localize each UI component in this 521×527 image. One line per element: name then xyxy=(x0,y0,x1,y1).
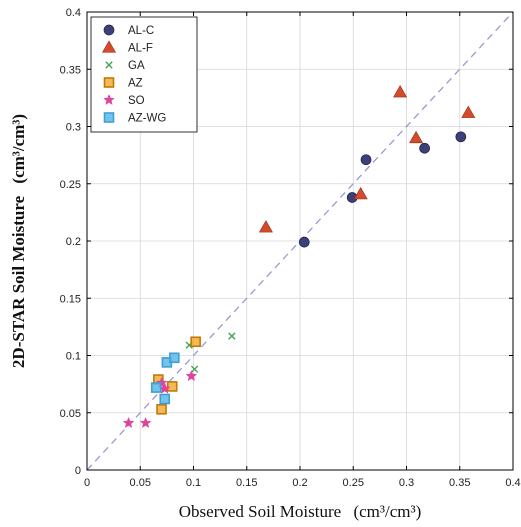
legend-item: AL-F xyxy=(101,40,153,55)
data-point xyxy=(159,393,171,405)
data-point xyxy=(190,336,201,348)
x-axis-title: Observed Soil Moisture (cm³/cm³) xyxy=(179,502,421,521)
legend-marker xyxy=(103,93,115,105)
y-tick-label: 0.25 xyxy=(60,179,81,191)
y-tick-label: 0.35 xyxy=(60,64,81,76)
y-tick-label: 0.2 xyxy=(66,236,81,248)
x-tick-label: 0.2 xyxy=(292,477,307,489)
x-tick-label: 0.4 xyxy=(505,477,520,489)
data-point xyxy=(455,131,467,143)
legend-item: GA xyxy=(105,60,145,72)
data-point xyxy=(419,142,430,154)
data-point xyxy=(461,105,476,118)
series-ga xyxy=(185,332,236,373)
legend: AL-C AL-F GA AZ SO AZ-WG xyxy=(90,16,198,133)
legend-item: AZ-WG xyxy=(103,112,166,125)
data-point xyxy=(155,376,168,388)
series-az-wg xyxy=(150,352,180,405)
legend-label: SO xyxy=(128,95,145,107)
data-point xyxy=(185,369,198,382)
x-tick-label: 0.25 xyxy=(343,477,364,489)
data-point xyxy=(258,220,273,233)
x-tick-label: 0.3 xyxy=(399,477,414,489)
x-axis-unit: (cm³/cm³) xyxy=(353,502,421,521)
data-points xyxy=(122,85,476,429)
x-tick-label: 0 xyxy=(84,477,90,489)
series-so xyxy=(122,369,198,429)
y-axis-title: 2D-STAR Soil Moisture (cm³/cm³) xyxy=(9,114,28,368)
series-az xyxy=(153,336,201,415)
legend-label: AZ-WG xyxy=(128,113,166,125)
data-point xyxy=(122,416,135,429)
legend-item: SO xyxy=(103,93,145,107)
legend-marker xyxy=(103,24,115,36)
legend-item: AL-C xyxy=(103,24,154,37)
y-tick-label: 0.4 xyxy=(66,7,81,19)
x-tick-label: 0.35 xyxy=(449,477,470,489)
legend-label: AZ xyxy=(128,78,143,90)
data-point xyxy=(409,130,424,144)
y-tick-label: 0.05 xyxy=(60,408,81,420)
y-tick-label: 0.1 xyxy=(66,351,81,363)
y-tick-label: 0.3 xyxy=(66,122,81,134)
data-point xyxy=(353,186,368,200)
data-point xyxy=(228,332,236,340)
axis-ticks: 00 0.05 0.05 0.1 0.1 0.15 0.15 0.2 0.2 0.25 0.25 0.… xyxy=(60,7,521,489)
legend-marker xyxy=(103,77,115,88)
legend-label: AL-F xyxy=(128,43,153,55)
x-tick-label: 0.15 xyxy=(236,477,257,489)
data-point xyxy=(360,154,372,166)
data-point xyxy=(393,85,408,98)
data-point xyxy=(169,352,180,364)
legend-label: AL-C xyxy=(128,25,154,37)
y-tick-label: 0.15 xyxy=(60,293,81,305)
legend-item: AZ xyxy=(103,77,143,90)
series-al-c xyxy=(298,131,467,248)
legend-marker xyxy=(105,61,113,69)
y-axis-label: 2D-STAR Soil Moisture xyxy=(9,195,28,368)
data-point xyxy=(150,382,162,393)
y-tick-label: 0 xyxy=(75,465,81,477)
x-axis-label: Observed Soil Moisture xyxy=(179,502,341,521)
legend-marker xyxy=(103,112,115,123)
data-point xyxy=(190,365,199,373)
data-point xyxy=(139,416,152,429)
y-axis-unit: (cm³/cm³) xyxy=(9,114,28,184)
data-point xyxy=(156,404,167,415)
data-point xyxy=(298,236,310,248)
series-al-f xyxy=(258,85,476,233)
data-point xyxy=(166,381,178,392)
x-tick-label: 0.05 xyxy=(130,477,151,489)
legend-label: GA xyxy=(128,60,145,72)
legend-marker xyxy=(101,40,117,53)
x-tick-label: 0.1 xyxy=(186,477,201,489)
